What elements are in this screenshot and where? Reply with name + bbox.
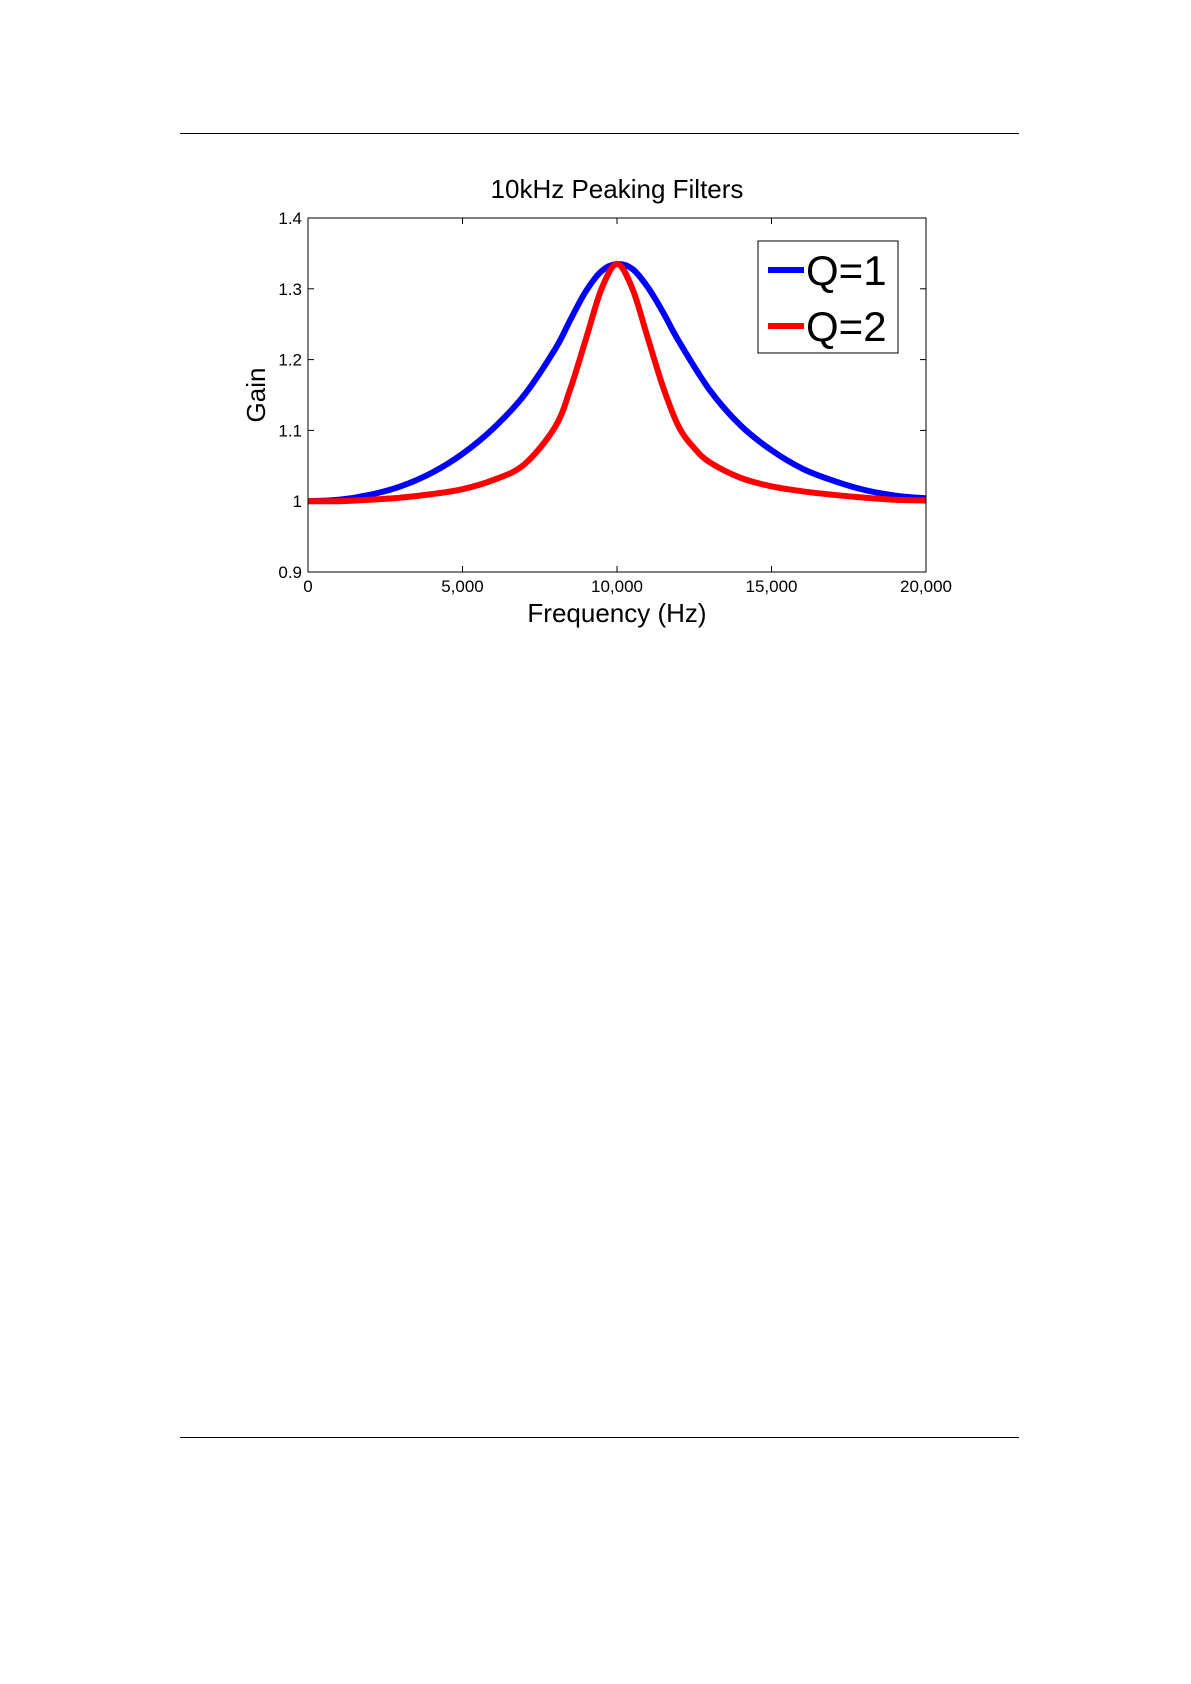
plot-frame (307, 217, 927, 573)
y-axis-label: Gain (241, 368, 271, 423)
y-tick-label: 1.3 (278, 280, 302, 299)
legend-box (757, 240, 899, 354)
legend-label: Q=1 (806, 247, 887, 294)
legend-label: Q=2 (806, 303, 887, 350)
y-tick-label: 1.2 (278, 351, 302, 370)
y-tick-label: 1.4 (278, 209, 302, 228)
x-tick-label: 20,000 (900, 577, 952, 596)
x-tick-label: 15,000 (746, 577, 798, 596)
series-line-2 (307, 261, 927, 505)
page-top-rule (180, 133, 1019, 134)
x-tick-label: 5,000 (441, 577, 484, 596)
chart-title: 10kHz Peaking Filters (491, 174, 744, 204)
y-tick-label: 1 (293, 492, 302, 511)
page-bottom-rule (180, 1437, 1019, 1438)
x-axis-label: Frequency (Hz) (527, 598, 706, 628)
y-tick-label: 0.9 (278, 563, 302, 582)
y-tick-label: 1.1 (278, 421, 302, 440)
x-tick-label: 0 (303, 577, 312, 596)
x-tick-label: 10,000 (591, 577, 643, 596)
